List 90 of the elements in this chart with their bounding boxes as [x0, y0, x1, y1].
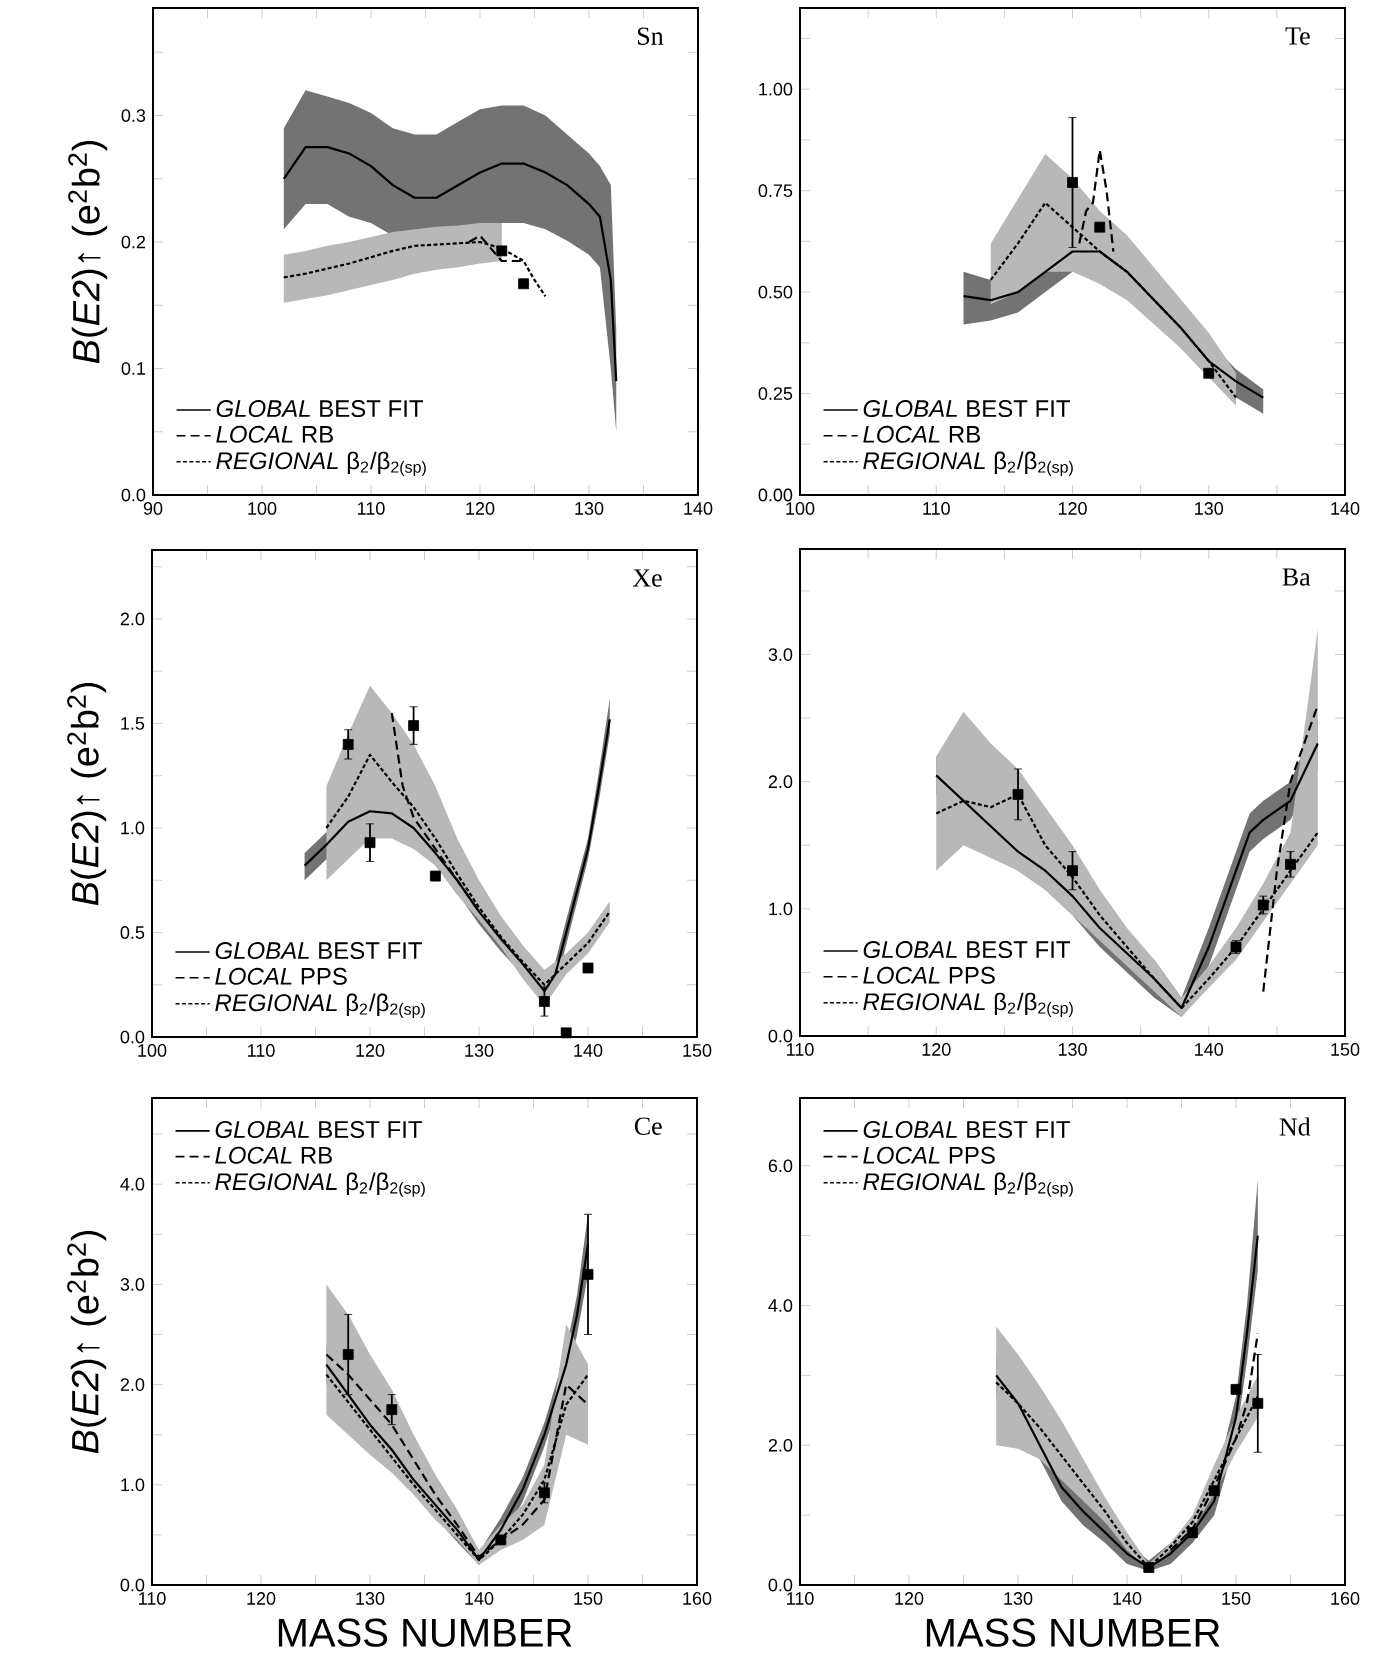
text: Ce [634, 1117, 662, 1135]
text: Nd [1279, 1117, 1311, 1136]
y-tick-label: 3.0 [120, 1278, 145, 1291]
y-tick-label: 2.0 [768, 775, 793, 789]
y-tick-label: 2.0 [120, 612, 145, 626]
y-tick-label: 1.00 [759, 82, 793, 96]
y-axis-title: B(E2)↑ (e$^{2}$b$^{2}$) [67, 1230, 107, 1454]
x-tick-label: 100 [248, 502, 277, 515]
x-tick-label: 140 [684, 502, 713, 515]
x-tick-label: 100 [138, 1044, 167, 1057]
x-tick-label: 150 [574, 1592, 603, 1605]
x-tick-label: 160 [683, 1592, 712, 1605]
legend-label: GLOBAL BEST FIT [215, 1121, 422, 1138]
x-tick-label: 130 [465, 1044, 494, 1057]
y-tick-label: 0.0 [768, 1029, 793, 1043]
y-tick-label: 2.0 [768, 1438, 793, 1452]
x-tick-label: 110 [787, 1592, 814, 1605]
legend-label: GLOBAL BEST FIT [863, 1121, 1070, 1138]
y-tick-label: 1.0 [769, 902, 793, 916]
x-tick-label: 150 [1331, 1043, 1360, 1056]
x-tick-label: 90 [143, 502, 163, 515]
y-tick-label: 1.5 [121, 717, 145, 730]
y-tick-label: 0.50 [758, 285, 793, 299]
legend-label: LOCAL RB [863, 425, 980, 443]
y-tick-label: 2.0 [120, 1378, 145, 1391]
text: Sn [637, 27, 664, 45]
y-tick-label: 0.00 [758, 488, 793, 502]
legend-label: GLOBAL BEST FIT [215, 942, 422, 960]
y-tick-label: 0.0 [120, 1578, 145, 1592]
legend-label: LOCAL RB [215, 1146, 332, 1164]
x-tick-label: 130 [1058, 1043, 1087, 1056]
legend-label: REGIONAL β$_{2}$/β$_{2(sp)}$ [215, 993, 425, 1018]
legend-label: REGIONAL β$_{2}$/β$_{2(sp)}$ [863, 451, 1073, 476]
y-tick-label: 0.1 [121, 362, 146, 375]
y-tick-label: 0.3 [121, 109, 146, 122]
y-tick-label: 0.25 [758, 387, 793, 400]
x-tick-label: 120 [895, 1592, 924, 1605]
legend-label: LOCAL PPS [215, 967, 347, 985]
x-tick-label: 120 [247, 1592, 276, 1605]
text: Te [1285, 27, 1310, 45]
x-tick-label: 140 [1195, 1043, 1224, 1056]
y-tick-label: 1.0 [121, 821, 145, 835]
x-tick-label: 110 [358, 502, 385, 515]
legend-label: LOCAL PPS [863, 966, 995, 984]
x-tick-label: 130 [1004, 1592, 1033, 1605]
x-tick-label: 160 [1331, 1592, 1360, 1605]
legend-label: LOCAL PPS [863, 1146, 995, 1164]
legend-label: GLOBAL BEST FIT [863, 400, 1070, 418]
y-tick-label: 4.0 [120, 1177, 145, 1191]
legend-label: GLOBAL BEST FIT [216, 400, 423, 418]
x-tick-label: 140 [1113, 1592, 1142, 1605]
legend-label: REGIONAL β$_{2}$/β$_{2(sp)}$ [215, 1172, 425, 1197]
y-tick-label: 0.5 [120, 926, 145, 939]
x-tick-label: 140 [574, 1044, 603, 1057]
x-tick-label: 150 [1222, 1592, 1251, 1605]
y-tick-label: 0.2 [121, 235, 146, 249]
y-tick-label: 0.0 [120, 1030, 145, 1044]
legend-label: REGIONAL β$_{2}$/β$_{2(sp)}$ [216, 451, 426, 476]
legend-label: REGIONAL β$_{2}$/β$_{2(sp)}$ [863, 992, 1073, 1017]
x-tick-label: 110 [139, 1592, 166, 1605]
legend-label: REGIONAL β$_{2}$/β$_{2(sp)}$ [863, 1172, 1073, 1197]
x-tick-label: 110 [248, 1044, 275, 1057]
x-tick-label: 110 [923, 502, 950, 515]
x-tick-label: 120 [466, 502, 495, 515]
x-tick-label: 140 [1331, 502, 1360, 515]
legend-label: LOCAL RB [216, 425, 333, 443]
x-axis-title: MASS NUMBER [926, 1618, 1220, 1647]
x-tick-label: 130 [575, 502, 604, 515]
x-tick-label: 130 [1195, 502, 1224, 515]
y-tick-label: 6.0 [768, 1159, 793, 1173]
text: Xe [632, 569, 662, 587]
y-tick-label: 0.0 [121, 488, 146, 502]
y-tick-label: 0.75 [758, 184, 793, 198]
x-tick-label: 120 [1058, 502, 1087, 515]
legend-label: GLOBAL BEST FIT [863, 941, 1070, 959]
y-axis-title: B(E2)↑ (e$^{2}$b$^{2}$) [68, 140, 108, 364]
x-tick-label: 130 [356, 1592, 385, 1605]
x-tick-label: 140 [465, 1592, 494, 1605]
x-tick-label: 120 [922, 1043, 951, 1056]
y-tick-label: 4.0 [768, 1299, 793, 1312]
x-tick-label: 120 [356, 1044, 385, 1057]
x-tick-label: 150 [683, 1044, 712, 1057]
text: Ba [1282, 568, 1311, 586]
x-tick-label: 100 [786, 502, 815, 515]
y-tick-label: 3.0 [768, 648, 793, 661]
y-tick-label: 1.0 [121, 1478, 145, 1492]
y-axis-title: B(E2)↑ (e$^{2}$b$^{2}$) [67, 682, 107, 906]
x-tick-label: 110 [787, 1043, 814, 1056]
y-tick-label: 0.0 [768, 1578, 793, 1592]
x-axis-title: MASS NUMBER [278, 1618, 572, 1647]
